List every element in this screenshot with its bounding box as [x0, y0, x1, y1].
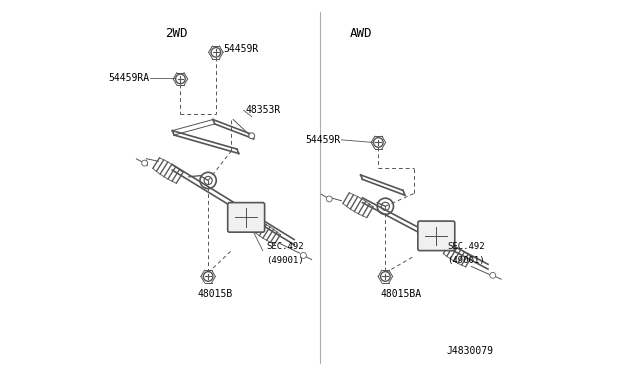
- Circle shape: [141, 160, 148, 166]
- Circle shape: [300, 253, 307, 259]
- Text: 48353R: 48353R: [245, 105, 281, 115]
- Text: SEC.492: SEC.492: [447, 241, 485, 251]
- Circle shape: [204, 272, 213, 281]
- Text: 48015BA: 48015BA: [381, 289, 422, 299]
- Circle shape: [381, 272, 390, 281]
- Circle shape: [490, 272, 496, 278]
- FancyBboxPatch shape: [228, 203, 264, 232]
- Circle shape: [175, 74, 185, 84]
- Text: J4830079: J4830079: [447, 346, 493, 356]
- Circle shape: [374, 138, 383, 147]
- Circle shape: [249, 133, 255, 139]
- Text: 48015B: 48015B: [197, 289, 233, 299]
- Text: 54459R: 54459R: [223, 44, 259, 54]
- Text: (49001): (49001): [266, 256, 304, 265]
- Circle shape: [326, 196, 332, 202]
- Text: SEC.492: SEC.492: [266, 241, 304, 251]
- Text: 2WD: 2WD: [165, 27, 188, 40]
- Text: AWD: AWD: [349, 27, 372, 40]
- FancyBboxPatch shape: [418, 221, 455, 251]
- Text: (49001): (49001): [447, 256, 485, 265]
- Text: 54459RA: 54459RA: [108, 73, 149, 83]
- Circle shape: [211, 48, 221, 57]
- Text: 54459R: 54459R: [305, 135, 340, 145]
